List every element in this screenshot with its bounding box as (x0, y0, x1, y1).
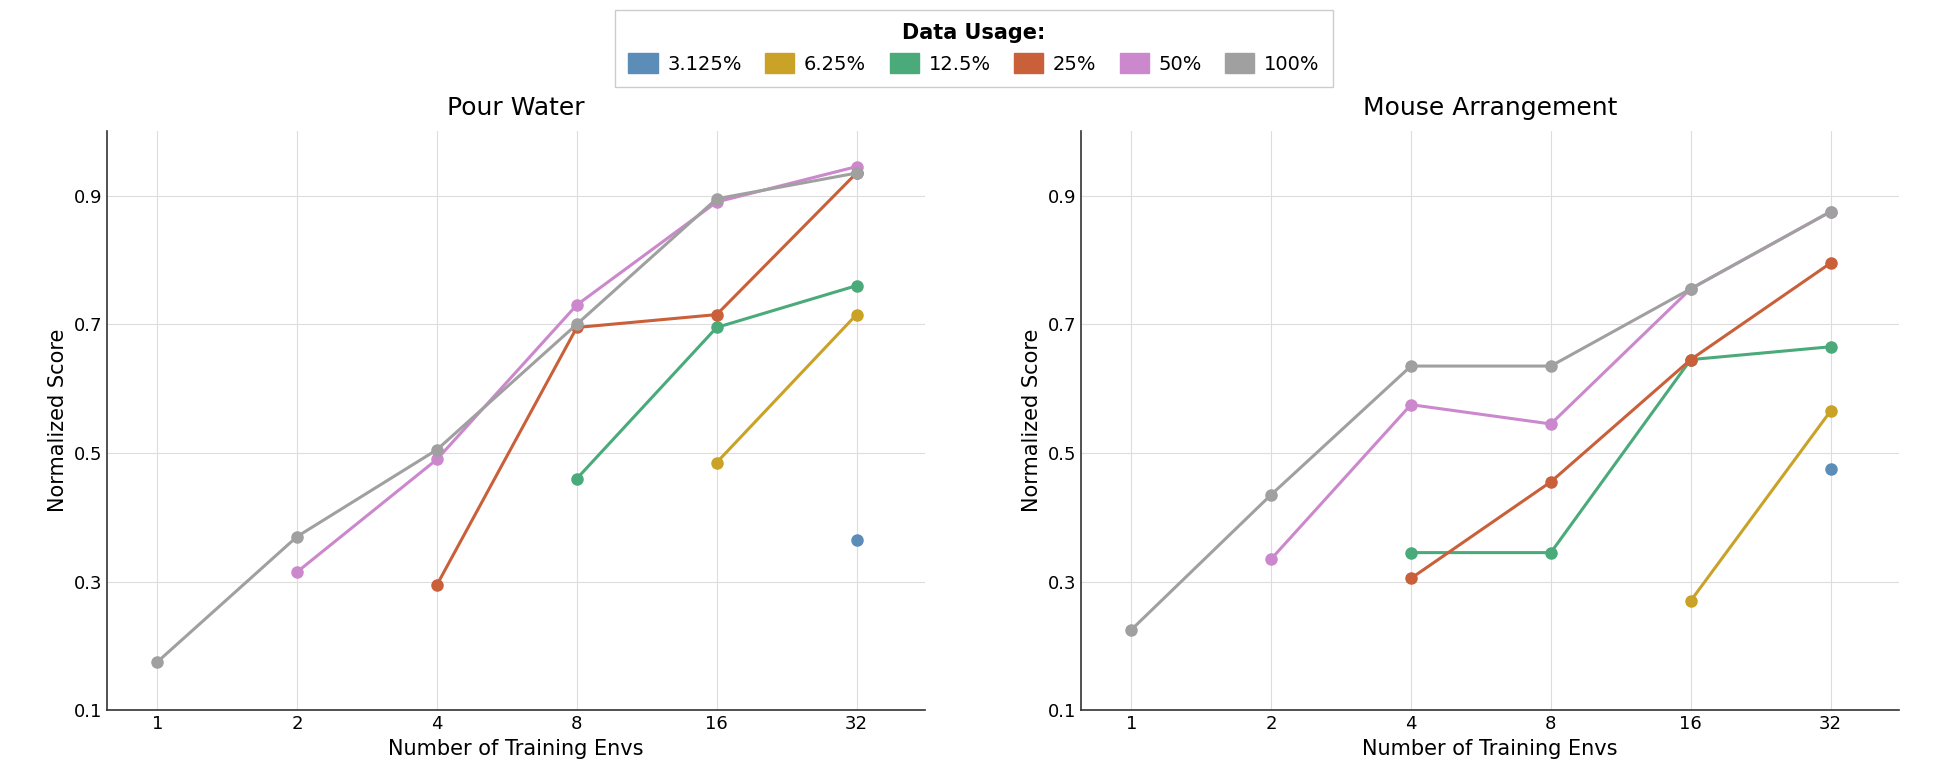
50% (425, 455, 448, 464)
Legend: 3.125%, 6.25%, 12.5%, 25%, 50%, 100%: 3.125%, 6.25%, 12.5%, 25%, 50%, 100% (616, 10, 1332, 87)
100% (1120, 625, 1143, 635)
50% (1260, 554, 1284, 564)
100% (1260, 490, 1284, 499)
100% (1539, 361, 1562, 371)
50% (1539, 419, 1562, 428)
100% (565, 320, 588, 329)
50% (845, 162, 869, 171)
Line: 6.25%: 6.25% (711, 309, 863, 468)
12.5% (1819, 342, 1843, 351)
25% (1819, 259, 1843, 268)
Line: 6.25%: 6.25% (1685, 405, 1837, 607)
25% (705, 310, 729, 320)
Line: 50%: 50% (292, 161, 863, 577)
12.5% (1679, 355, 1703, 364)
100% (845, 168, 869, 178)
Line: 100%: 100% (1126, 206, 1837, 635)
25% (1679, 355, 1703, 364)
6.25% (705, 458, 729, 467)
50% (705, 198, 729, 207)
6.25% (845, 310, 869, 320)
12.5% (845, 281, 869, 290)
25% (1399, 574, 1422, 583)
6.25% (1679, 596, 1703, 605)
Title: Mouse Arrangement: Mouse Arrangement (1364, 96, 1617, 120)
100% (286, 532, 310, 541)
100% (1819, 207, 1843, 216)
X-axis label: Number of Training Envs: Number of Training Envs (1362, 739, 1619, 759)
25% (565, 323, 588, 332)
100% (146, 658, 169, 667)
100% (425, 445, 448, 454)
50% (565, 300, 588, 310)
25% (1539, 477, 1562, 486)
Title: Pour Water: Pour Water (448, 96, 584, 120)
50% (286, 567, 310, 577)
X-axis label: Number of Training Envs: Number of Training Envs (388, 739, 645, 759)
Line: 25%: 25% (431, 168, 863, 591)
12.5% (1399, 548, 1422, 557)
25% (425, 581, 448, 590)
Line: 50%: 50% (1266, 206, 1837, 564)
Line: 12.5%: 12.5% (1405, 341, 1837, 558)
50% (1679, 284, 1703, 293)
Y-axis label: Normalized Score: Normalized Score (1023, 329, 1042, 513)
Line: 25%: 25% (1405, 258, 1837, 584)
50% (1399, 400, 1422, 409)
100% (1679, 284, 1703, 293)
Line: 12.5%: 12.5% (571, 280, 863, 484)
12.5% (1539, 548, 1562, 557)
12.5% (565, 474, 588, 483)
50% (1819, 207, 1843, 216)
Line: 100%: 100% (152, 168, 863, 668)
12.5% (705, 323, 729, 332)
100% (705, 194, 729, 203)
100% (1399, 361, 1422, 371)
25% (845, 168, 869, 178)
Y-axis label: Normalized Score: Normalized Score (49, 329, 68, 513)
6.25% (1819, 406, 1843, 415)
